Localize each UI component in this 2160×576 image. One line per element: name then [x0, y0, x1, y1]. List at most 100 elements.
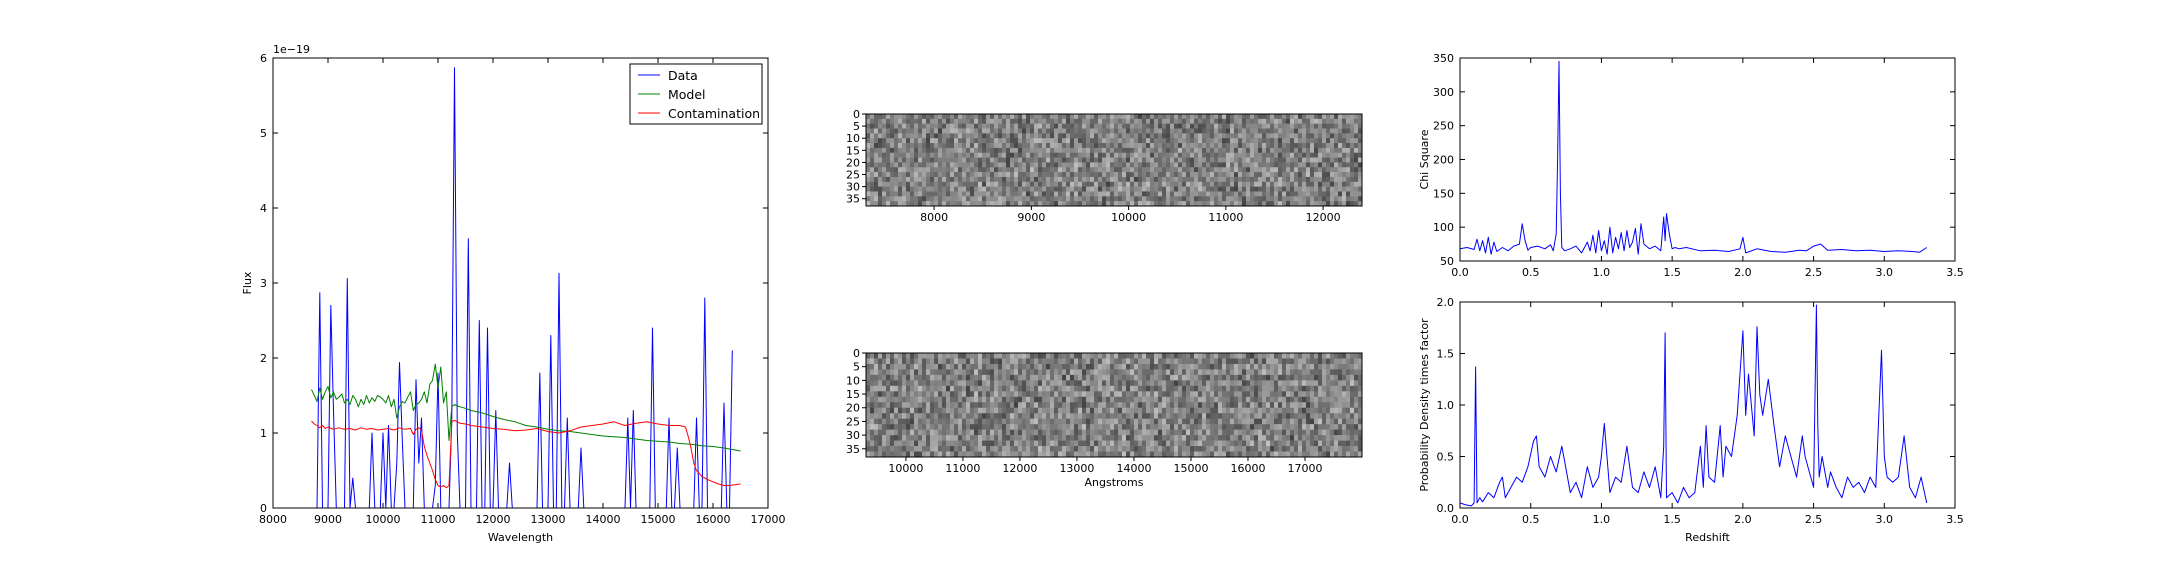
image-pixel [914, 186, 919, 192]
image-pixel [986, 424, 991, 430]
image-pixel [1286, 396, 1291, 403]
image-pixel [1242, 385, 1247, 392]
image-pixel [1306, 413, 1311, 419]
image-pixel [1266, 133, 1271, 139]
image-pixel [890, 407, 895, 414]
image-pixel [1206, 191, 1211, 197]
image-pixel [1026, 440, 1031, 447]
image-pixel [1106, 369, 1111, 376]
image-pixel [1254, 391, 1259, 398]
image-pixel [1334, 196, 1339, 202]
image-pixel [1010, 138, 1015, 144]
image-pixel [982, 167, 987, 173]
image-pixel [982, 114, 987, 120]
image-pixel [982, 157, 987, 163]
image-pixel [1054, 424, 1059, 430]
image-pixel [1138, 353, 1143, 359]
image-pixel [1134, 424, 1139, 430]
image-pixel [1230, 407, 1235, 414]
image-pixel [918, 143, 923, 149]
image-pixel [1186, 176, 1191, 183]
image-pixel [1062, 385, 1067, 392]
image-pixel [878, 118, 883, 124]
image-pixel [1118, 358, 1123, 365]
image-pixel [1006, 133, 1011, 139]
image-pixel [894, 446, 899, 452]
image-pixel [1174, 435, 1179, 441]
image-pixel [962, 133, 967, 139]
image-pixel [1038, 118, 1043, 124]
image-pixel [1358, 402, 1363, 409]
image-pixel [1162, 196, 1167, 202]
image-pixel [1026, 396, 1031, 403]
image-pixel [1230, 181, 1235, 187]
image-pixel [1118, 369, 1123, 376]
image-pixel [1078, 114, 1083, 120]
image-pixel [1294, 385, 1299, 392]
y-tick-label: 15 [846, 144, 860, 157]
image-pixel [1138, 363, 1143, 370]
image-pixel [1222, 374, 1227, 381]
image-pixel [1122, 374, 1127, 381]
image-pixel [1298, 424, 1303, 430]
image-pixel [1294, 402, 1299, 409]
image-pixel [1014, 402, 1019, 409]
image-pixel [1190, 147, 1195, 154]
image-pixel [914, 191, 919, 197]
image-pixel [1282, 402, 1287, 409]
image-pixel [894, 440, 899, 447]
image-pixel [974, 147, 979, 154]
image-pixel [962, 380, 967, 387]
image-pixel [1058, 440, 1063, 447]
image-pixel [1198, 167, 1203, 173]
image-pixel [1022, 172, 1027, 178]
image-pixel [922, 407, 927, 414]
image-pixel [1282, 385, 1287, 392]
image-pixel [1230, 191, 1235, 197]
image-pixel [978, 118, 983, 124]
image-pixel [1118, 133, 1123, 139]
image-pixel [1322, 196, 1327, 202]
image-pixel [1314, 440, 1319, 447]
image-pixel [1178, 186, 1183, 192]
image-pixel [938, 363, 943, 370]
image-pixel [942, 196, 947, 202]
image-pixel [962, 353, 967, 359]
image-pixel [978, 196, 983, 202]
image-pixel [946, 123, 951, 129]
image-pixel [1162, 385, 1167, 392]
image-pixel [926, 385, 931, 392]
image-pixel [890, 143, 895, 149]
x-tick-label: 8000 [920, 211, 948, 224]
image-pixel [1326, 201, 1331, 207]
image-pixel [946, 114, 951, 120]
image-pixel [1070, 435, 1075, 441]
image-pixel [1042, 380, 1047, 387]
image-pixel [1250, 380, 1255, 387]
y-tick-label: 20 [846, 156, 860, 169]
image-pixel [890, 402, 895, 409]
image-pixel [1358, 396, 1363, 403]
image-pixel [954, 147, 959, 154]
image-pixel [882, 446, 887, 452]
image-pixel [1166, 143, 1171, 149]
image-pixel [1098, 167, 1103, 173]
image-pixel [1118, 385, 1123, 392]
image-pixel [1198, 435, 1203, 441]
image-pixel [1162, 118, 1167, 124]
image-pixel [1126, 157, 1131, 163]
image-pixel [1338, 128, 1343, 134]
image-pixel [1062, 369, 1067, 376]
image-pixel [1098, 186, 1103, 192]
image-pixel [998, 152, 1003, 158]
image-pixel [978, 429, 983, 436]
image-pixel [1202, 380, 1207, 387]
image-pixel [910, 418, 915, 425]
image-pixel [1274, 380, 1279, 387]
image-pixel [890, 353, 895, 359]
image-pixel [918, 133, 923, 139]
image-pixel [894, 138, 899, 144]
image-pixel [1082, 413, 1087, 419]
image-pixel [894, 424, 899, 430]
image-pixel [990, 162, 995, 168]
